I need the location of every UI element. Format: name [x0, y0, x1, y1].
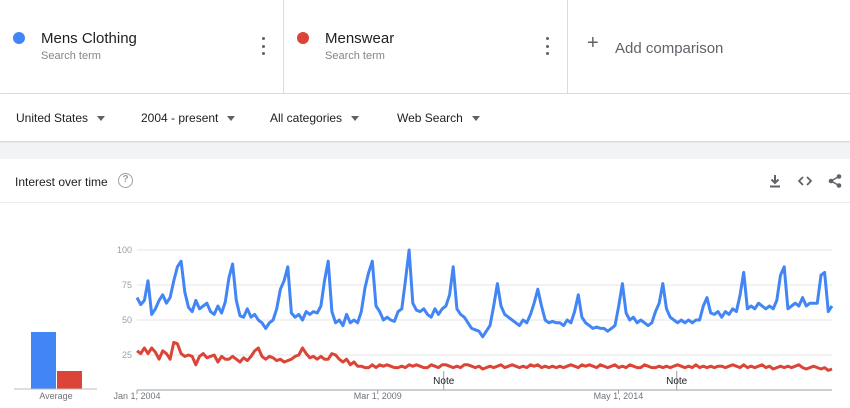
x-tick-label: May 1, 2014	[594, 391, 644, 401]
region-dropdown[interactable]: United States	[16, 111, 106, 125]
average-bars: Average	[14, 332, 97, 401]
average-bar-mens-clothing	[31, 332, 56, 389]
card-title: Interest over time	[15, 175, 108, 189]
share-icon[interactable]	[827, 173, 843, 189]
series-color-dot	[13, 32, 25, 44]
y-tick-label: 100	[117, 245, 132, 255]
help-icon[interactable]: ?	[118, 173, 133, 188]
interest-over-time-chart: Average 25 50 75 100 Note Note Jan 1, 2004 Ma…	[14, 245, 834, 401]
series-color-dot	[297, 32, 309, 44]
plus-icon: +	[587, 32, 599, 54]
time-range-dropdown[interactable]: 2004 - present	[141, 111, 236, 125]
interest-over-time-header: Interest over time ?	[0, 159, 850, 203]
caret-down-icon	[351, 115, 360, 121]
y-tick-label: 25	[122, 350, 132, 360]
search-term-card-menswear[interactable]: Menswear Search term	[284, 0, 568, 94]
download-icon[interactable]	[767, 173, 783, 189]
category-dropdown[interactable]: All categories	[270, 111, 360, 125]
average-label: Average	[39, 391, 72, 401]
search-term-name: Mens Clothing	[41, 30, 137, 47]
search-terms-bar: Mens Clothing Search term Menswear Searc…	[0, 0, 850, 94]
search-type-label: Web Search	[397, 111, 463, 125]
x-tick-label: Jan 1, 2004	[113, 391, 160, 401]
search-term-type: Search term	[41, 50, 101, 62]
search-type-dropdown[interactable]: Web Search	[397, 111, 480, 125]
embed-icon[interactable]	[797, 173, 813, 189]
x-axis: Jan 1, 2004 Mar 1, 2009 May 1, 2014	[113, 390, 643, 401]
caret-down-icon	[227, 115, 236, 121]
more-vert-icon[interactable]	[256, 37, 270, 55]
more-vert-icon[interactable]	[540, 37, 554, 55]
section-divider	[0, 143, 850, 159]
time-range-label: 2004 - present	[141, 111, 219, 125]
chart-annotations: Note Note	[433, 371, 688, 390]
series-line-mens-clothing[interactable]	[135, 248, 834, 339]
x-tick-label: Mar 1, 2009	[354, 391, 402, 401]
category-label: All categories	[270, 111, 343, 125]
caret-down-icon	[97, 115, 106, 121]
annotation-note[interactable]: Note	[666, 376, 688, 387]
series-line-menswear[interactable]	[136, 340, 833, 372]
annotation-note[interactable]: Note	[433, 376, 455, 387]
add-comparison-label: Add comparison	[615, 40, 724, 57]
y-tick-label: 50	[122, 315, 132, 325]
filter-bar: United States 2004 - present All categor…	[0, 94, 850, 142]
y-tick-label: 75	[122, 280, 132, 290]
region-label: United States	[16, 111, 89, 125]
average-bar-menswear	[57, 371, 82, 389]
chart-series	[135, 248, 834, 372]
search-term-type: Search term	[325, 50, 385, 62]
add-comparison-button[interactable]: + Add comparison	[568, 0, 850, 94]
search-term-name: Menswear	[325, 30, 395, 47]
search-term-card-mens-clothing[interactable]: Mens Clothing Search term	[0, 0, 284, 94]
caret-down-icon	[471, 115, 480, 121]
